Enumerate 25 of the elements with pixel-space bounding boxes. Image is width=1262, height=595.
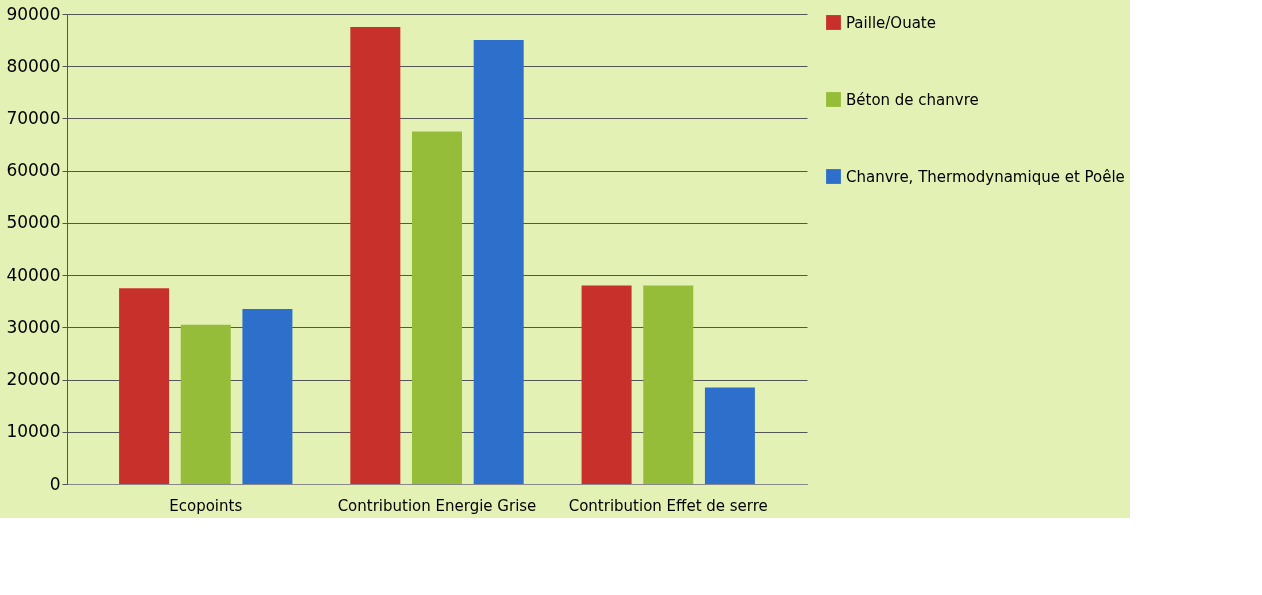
y-tick-label: 90000 bbox=[6, 3, 61, 24]
legend-label: Paille/Ouate bbox=[846, 13, 936, 32]
y-tick-label: 60000 bbox=[6, 160, 61, 181]
y-tick-label: 50000 bbox=[6, 212, 61, 233]
bar bbox=[180, 324, 231, 484]
bar bbox=[119, 288, 170, 484]
bar bbox=[704, 387, 755, 484]
bar bbox=[412, 131, 462, 484]
x-tick-label: Ecopoints bbox=[169, 496, 243, 515]
bar bbox=[581, 285, 632, 484]
bar bbox=[242, 309, 293, 484]
x-tick-label: Contribution Effet de serre bbox=[568, 496, 768, 515]
y-tick-label: 20000 bbox=[6, 369, 61, 390]
y-tick-label: 70000 bbox=[6, 107, 61, 128]
y-tick-label: 80000 bbox=[6, 55, 61, 76]
legend-label: Béton de chanvre bbox=[846, 90, 979, 109]
bar bbox=[643, 285, 694, 484]
bar bbox=[350, 27, 401, 484]
y-tick-label: 10000 bbox=[6, 421, 61, 442]
y-tick-label: 30000 bbox=[6, 316, 61, 337]
y-tick-label: 40000 bbox=[6, 264, 61, 285]
x-tick-label: Contribution Energie Grise bbox=[337, 496, 537, 515]
legend-label: Chanvre, Thermodynamique et Poêle bbox=[846, 167, 1125, 186]
y-tick-label: 0 bbox=[49, 473, 61, 494]
bar bbox=[473, 40, 524, 484]
